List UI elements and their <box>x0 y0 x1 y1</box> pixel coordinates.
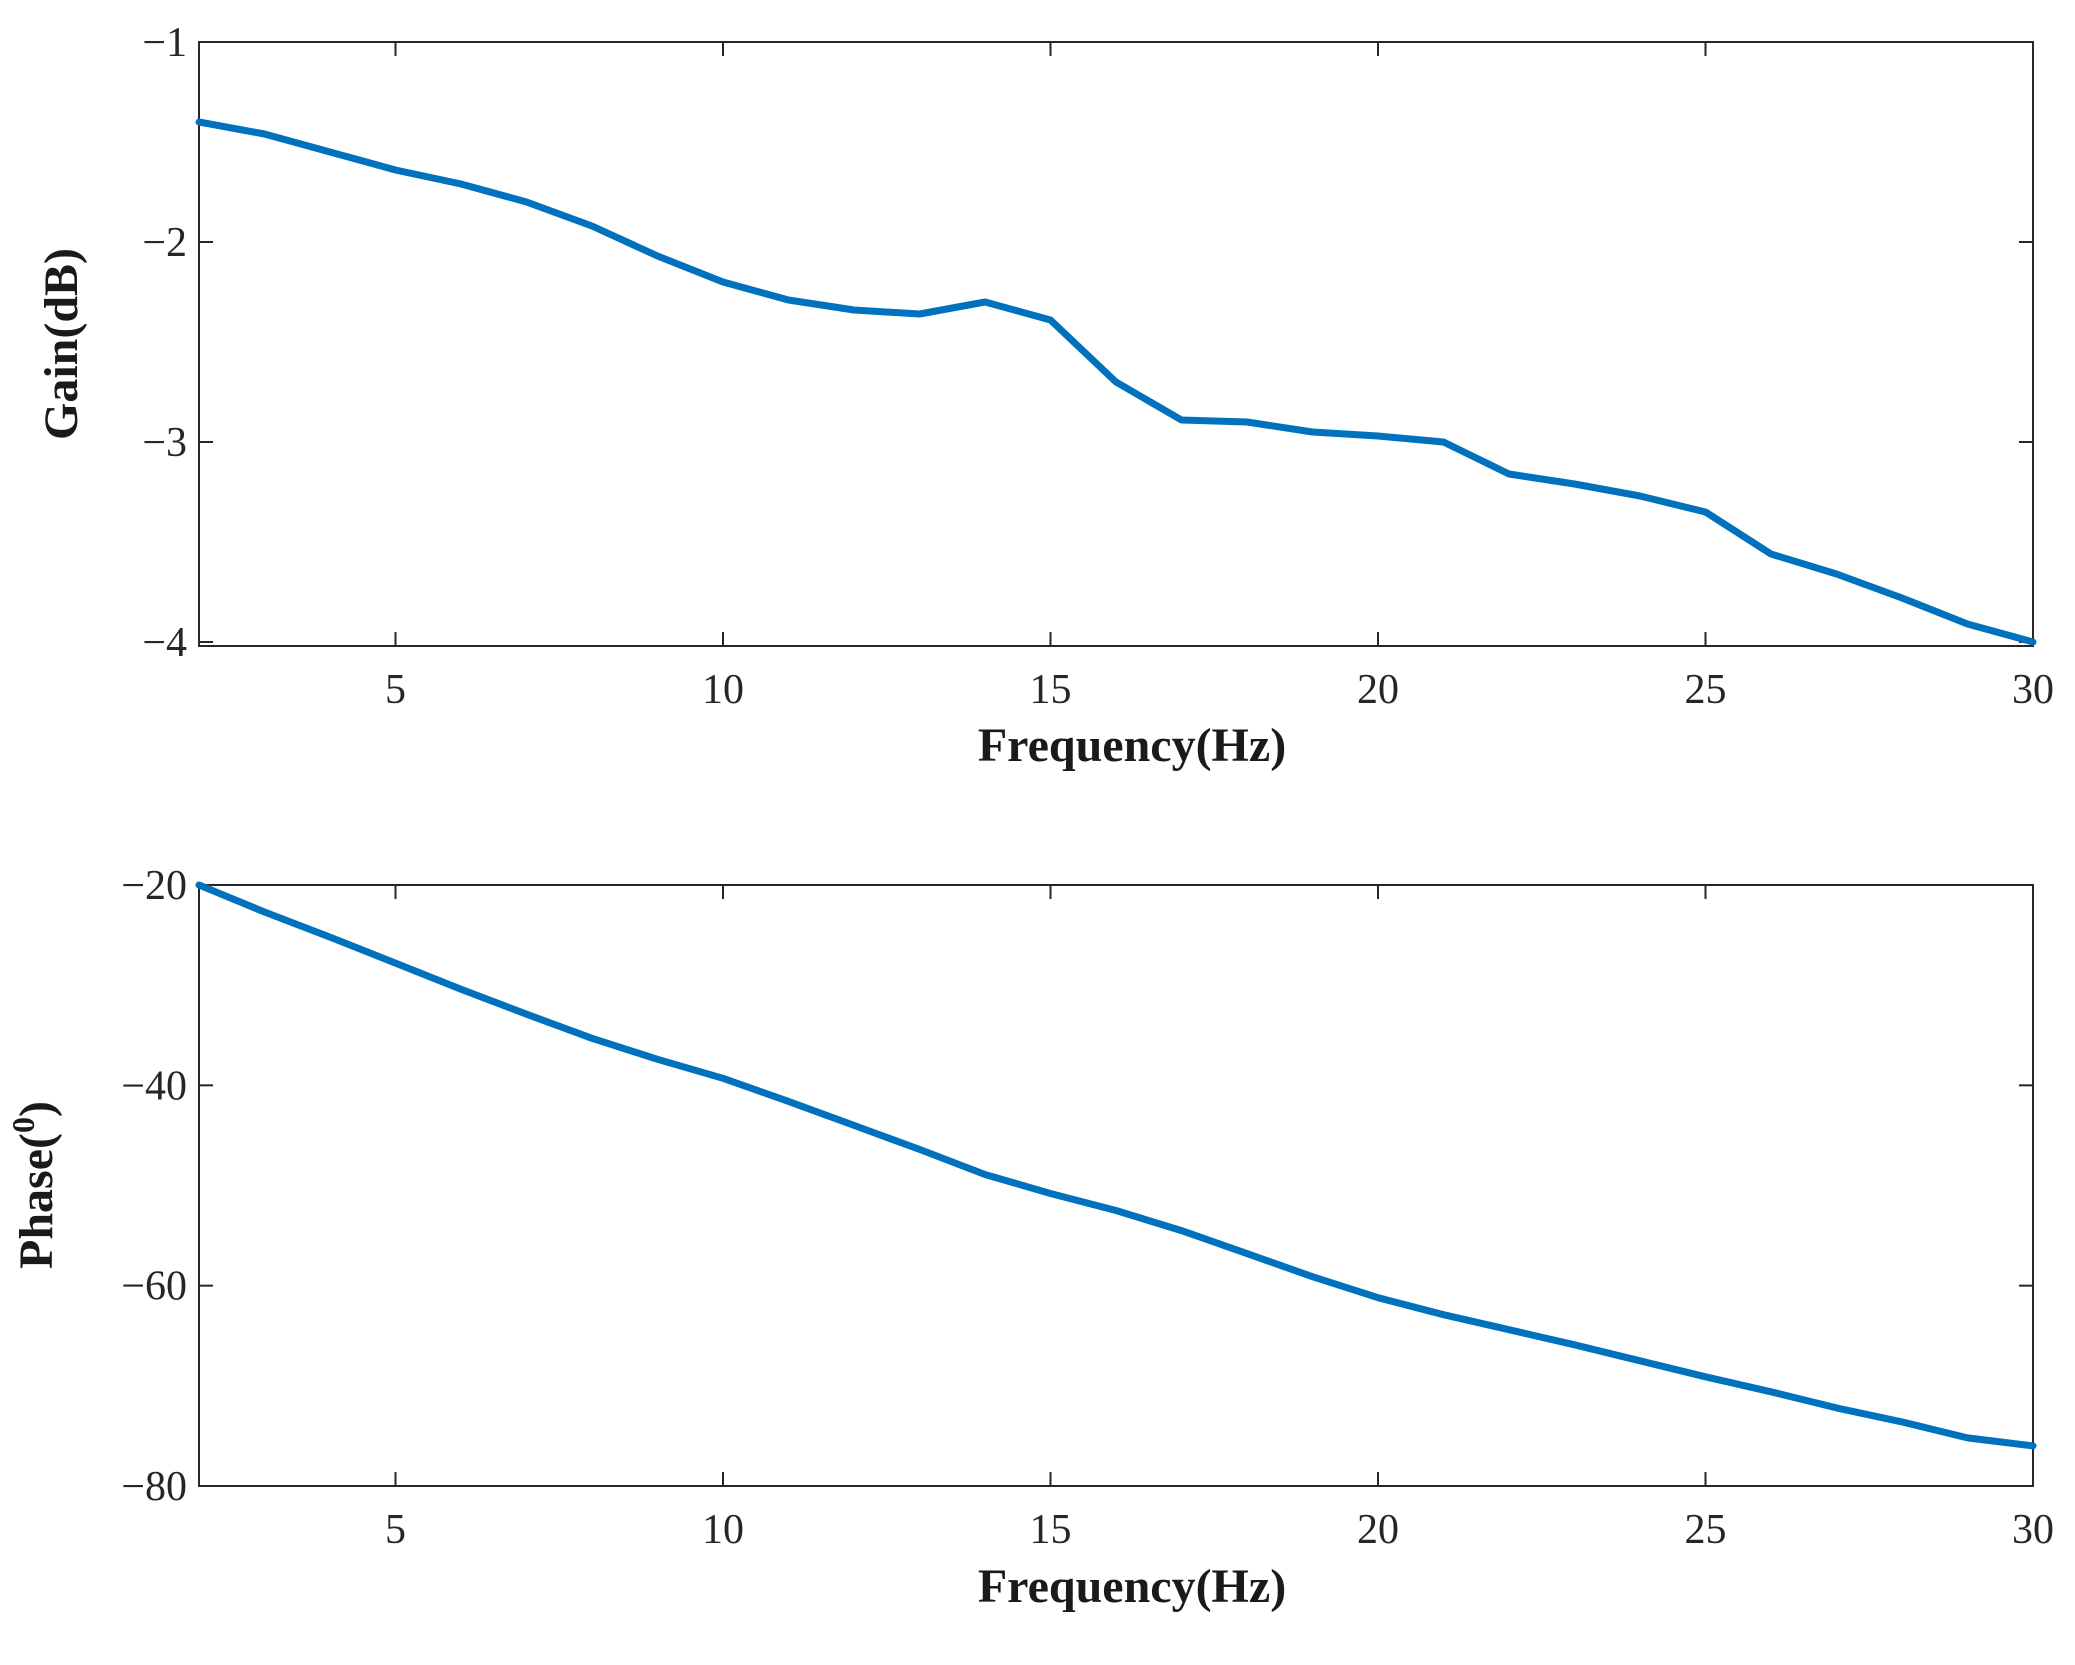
gain-series-line <box>195 118 2037 646</box>
phase-y-tick-label: −40 <box>121 1063 187 1109</box>
phase-y-axis-title: Phase(0) <box>5 1101 63 1269</box>
phase-y-tick-label: −20 <box>121 863 187 909</box>
phase-x-tick-label: 30 <box>2012 1507 2054 1553</box>
gain-y-tick-label: −4 <box>142 620 187 666</box>
phase-y-tick-label: −80 <box>121 1464 187 1510</box>
gain-axes-box <box>198 41 2034 647</box>
phase-x-tick-label: 5 <box>385 1507 406 1553</box>
gain-y-tick-label: −2 <box>142 220 187 266</box>
phase-x-tick-label: 10 <box>702 1507 744 1553</box>
phase-y-tick-label: −60 <box>121 1264 187 1310</box>
gain-x-axis-title: Frequency(Hz) <box>978 719 1286 772</box>
phase-x-tick-label: 25 <box>1685 1507 1727 1553</box>
gain-x-tick-label: 30 <box>2012 667 2054 713</box>
gain-y-tick-label: −3 <box>142 420 187 466</box>
gain-y-axis-title: Gain(dB) <box>35 248 88 440</box>
phase-chart-panel: 5 10 15 20 25 30 −20 −40 −60 −80 Frequency(Hz) Phas… <box>5 863 2054 1613</box>
gain-x-tick-label: 10 <box>702 667 744 713</box>
phase-y-axis-title-superscript: 0 <box>5 1117 41 1133</box>
phase-axes-box <box>198 884 2034 1487</box>
gain-chart-panel: 5 10 15 20 25 30 −1 −2 −3 −4 Frequency(Hz) Gain(dB) <box>35 20 2054 772</box>
phase-x-tick-label: 20 <box>1357 1507 1399 1553</box>
gain-x-tick-label: 20 <box>1357 667 1399 713</box>
gain-y-tick-label: −1 <box>142 20 187 66</box>
gain-x-tick-label: 25 <box>1685 667 1727 713</box>
phase-x-axis-title: Frequency(Hz) <box>978 1560 1286 1613</box>
gain-x-tick-label: 15 <box>1030 667 1072 713</box>
phase-x-tick-label: 15 <box>1030 1507 1072 1553</box>
gain-x-tick-label: 5 <box>385 667 406 713</box>
phase-series-line <box>195 881 2037 1450</box>
